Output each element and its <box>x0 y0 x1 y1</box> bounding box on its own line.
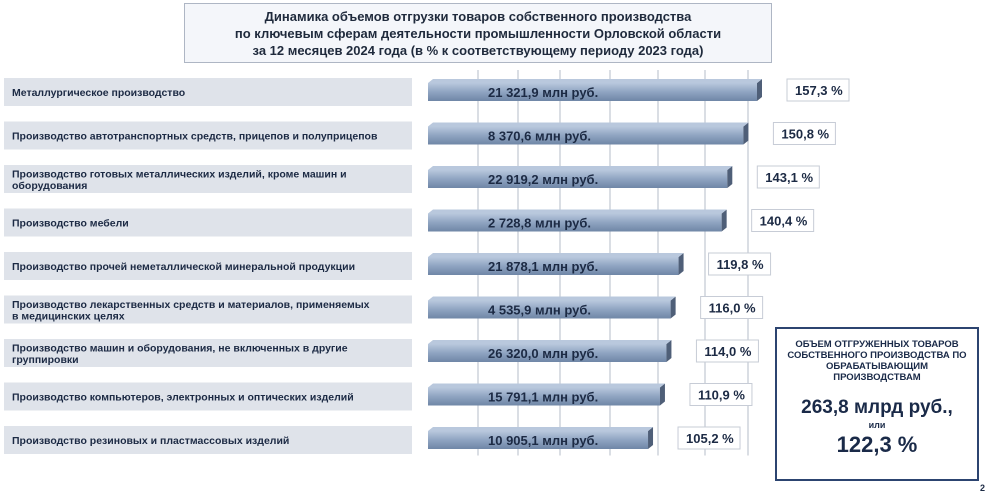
percent-label-2: 143,1 % <box>765 170 813 185</box>
category-label-bg-6 <box>4 339 412 367</box>
volume-label-8: 10 905,1 млн руб. <box>488 433 598 448</box>
bar-top-5 <box>428 296 676 301</box>
category-label-1-0: Производство автотранспортных средств, п… <box>12 131 378 143</box>
percent-box-1 <box>772 122 836 145</box>
volume-label-1: 8 370,6 млн руб. <box>488 129 591 144</box>
percent-box-7 <box>689 383 753 406</box>
bar-end-4 <box>678 253 684 275</box>
summary-caption: ОБЪЕМ ОТГРУЖЕННЫХ ТОВАРОВ СОБСТВЕННОГО П… <box>787 339 967 383</box>
percent-label-8: 105,2 % <box>686 431 734 446</box>
volume-label-6: 26 320,0 млн руб. <box>488 346 598 361</box>
bar-5 <box>428 300 671 319</box>
percent-box-8 <box>677 426 741 450</box>
percent-label-0: 157,3 % <box>795 83 843 98</box>
bar-row-4: Производство прочей неметаллической мине… <box>4 252 772 280</box>
bar-6 <box>428 344 667 362</box>
category-label-5-0: Производство лекарственных средств и мат… <box>12 299 370 311</box>
volume-label-7: 15 791,1 млн руб. <box>488 390 598 405</box>
percent-label-1: 150,8 % <box>781 127 829 142</box>
title-line-2: по ключевым сферам деятельности промышле… <box>234 25 722 41</box>
bar-end-1 <box>743 122 749 145</box>
bar-7 <box>428 387 660 406</box>
bar-row-5: Производство лекарственных средств и мат… <box>4 295 764 324</box>
percent-box-2 <box>756 165 820 189</box>
category-label-6-0: Производство машин и оборудования, не вк… <box>12 342 348 354</box>
category-label-bg-5 <box>4 295 412 324</box>
bar-end-2 <box>727 166 733 188</box>
category-label-4-0: Производство прочей неметаллической мине… <box>12 261 355 273</box>
category-label-bg-2 <box>4 165 412 193</box>
volume-label-4: 21 878,1 млн руб. <box>488 259 598 274</box>
bar-8 <box>428 431 649 449</box>
percent-box-6 <box>695 339 759 363</box>
bar-2 <box>428 170 728 188</box>
bar-top-4 <box>428 253 684 257</box>
bar-end-3 <box>721 209 727 232</box>
category-label-2-1: оборудования <box>12 180 87 192</box>
bar-row-2: Производство готовых металлических издел… <box>4 165 820 193</box>
bar-top-1 <box>428 122 749 127</box>
summary-box: ОБЪЕМ ОТГРУЖЕННЫХ ТОВАРОВ СОБСТВЕННОГО П… <box>775 327 979 481</box>
percent-box-3 <box>751 209 815 232</box>
volume-label-2: 22 919,2 млн руб. <box>488 172 598 187</box>
category-label-8-0: Производство резиновых и пластмассовых и… <box>12 435 289 447</box>
summary-or: или <box>868 420 886 430</box>
percent-label-4: 119,8 % <box>717 257 764 272</box>
summary-value: 263,8 млрд руб., <box>801 397 953 418</box>
bar-end-0 <box>757 79 762 101</box>
bar-end-8 <box>648 427 654 449</box>
percent-label-3: 140,4 % <box>760 214 808 229</box>
category-label-3-0: Производство мебели <box>12 218 129 230</box>
category-label-7-0: Производство компьютеров, электронных и … <box>12 392 354 404</box>
title-line-1: Динамика объемов отгрузки товаров собств… <box>264 8 692 24</box>
bar-top-6 <box>428 340 672 344</box>
bar-row-7: Производство компьютеров, электронных и … <box>4 382 753 411</box>
summary-percent: 122,3 % <box>836 432 918 457</box>
bar-end-6 <box>666 340 672 362</box>
percent-box-5 <box>700 296 764 319</box>
page-number: 2 <box>979 483 985 493</box>
percent-label-6: 114,0 % <box>704 344 751 359</box>
category-label-bg-0 <box>4 78 412 106</box>
bar-4 <box>428 257 679 275</box>
category-label-5-1: в медицинских целях <box>12 310 125 322</box>
bar-top-7 <box>428 383 665 388</box>
bar-end-7 <box>659 383 665 406</box>
category-label-0-0: Металлургическое производство <box>12 87 185 99</box>
bar-row-3: Производство мебели 2 728,8 млн руб. 140,4… <box>4 208 815 237</box>
volume-label-3: 2 728,8 млн руб. <box>488 216 591 231</box>
bar-top-3 <box>428 209 727 214</box>
category-label-bg-8 <box>4 426 412 454</box>
title-line-3: за 12 месяцев 2024 года (в % к соответст… <box>252 42 704 58</box>
percent-label-5: 116,0 % <box>709 301 756 316</box>
percent-label-7: 110,9 % <box>698 388 745 403</box>
category-label-2-0: Производство готовых металлических издел… <box>12 168 347 180</box>
bar-row-0: Металлургическое производство 21 321,9 мл… <box>4 78 850 106</box>
percent-box-4 <box>708 252 772 276</box>
category-label-6-1: группировки <box>12 354 79 366</box>
percent-box-0 <box>786 78 850 102</box>
bar-top-8 <box>428 427 654 431</box>
bar-1 <box>428 126 744 145</box>
bar-0 <box>428 83 757 101</box>
volume-label-5: 4 535,9 млн руб. <box>488 303 591 318</box>
bar-row-1: Производство автотранспортных средств, п… <box>4 121 836 150</box>
category-label-bg-4 <box>4 252 412 280</box>
bar-end-5 <box>670 296 676 319</box>
bar-top-2 <box>428 166 733 170</box>
bar-row-8: Производство резиновых и пластмассовых и… <box>4 426 741 454</box>
bar-3 <box>428 213 722 232</box>
bar-top-0 <box>428 79 762 83</box>
category-label-bg-7 <box>4 382 412 411</box>
chart-title: Динамика объемов отгрузки товаров собств… <box>184 3 772 63</box>
volume-label-0: 21 321,9 млн руб. <box>488 85 598 100</box>
bar-row-6: Производство машин и оборудования, не вк… <box>4 339 759 367</box>
category-label-bg-3 <box>4 208 412 237</box>
category-label-bg-1 <box>4 121 412 150</box>
